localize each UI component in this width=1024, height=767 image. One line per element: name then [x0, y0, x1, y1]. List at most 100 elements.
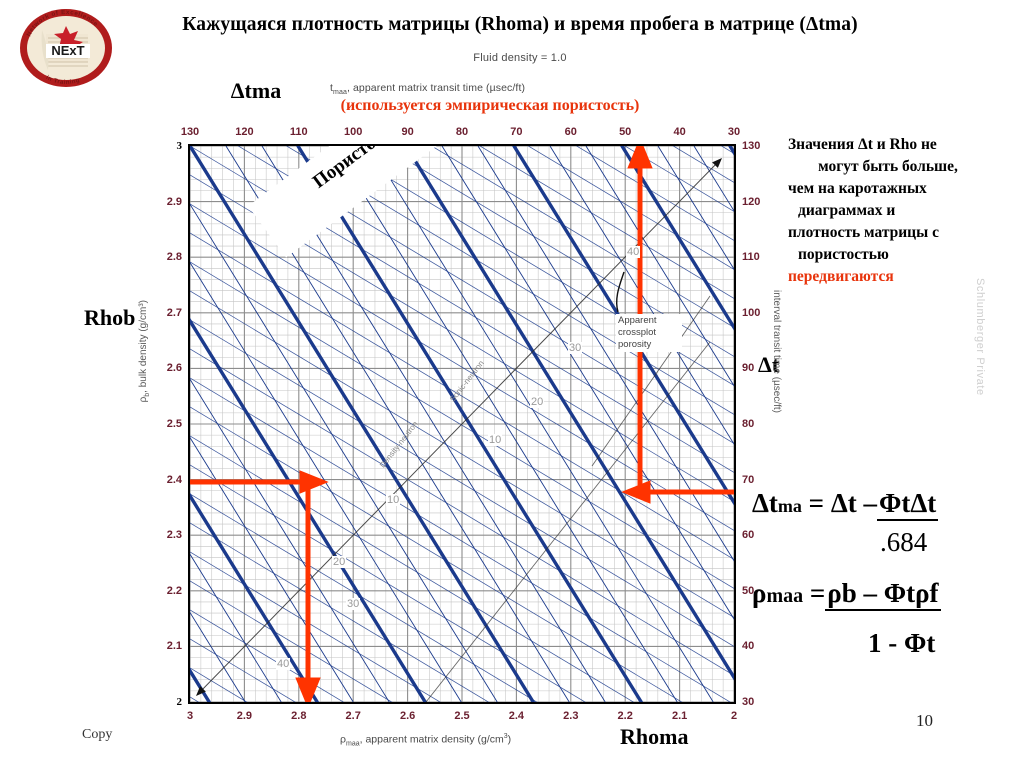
logo-ring-bottom-text: in Training — [45, 75, 81, 86]
top-tick-50: 50 — [619, 126, 632, 138]
svg-text:NExT: NExT — [51, 43, 84, 58]
left-tick-2.9: 2.9 — [166, 195, 182, 208]
bottom-tick-2.2: 2.2 — [617, 710, 633, 722]
dtma-heading: Δtma — [230, 78, 282, 103]
bottom-tick-2.3: 2.3 — [563, 710, 579, 722]
note-line-7: передвигаются — [788, 268, 894, 285]
top-axis-title-prefix: t — [330, 82, 334, 94]
dtma-formula-numerator: ΦtΔt — [876, 488, 939, 521]
empirical-porosity-note: (используется эмпирическая пористость) — [340, 97, 640, 114]
rhomaa-formula-lhs: ρ — [752, 578, 767, 608]
bottom-axis-title-rest: , apparent matrix density (g/cm — [359, 733, 504, 746]
next-logo-graphic: NExT Network of Excellence in Training — [20, 9, 112, 87]
apparent-crossplot-porosity-label: Apparent crossplot porosity — [616, 314, 682, 353]
top-tick-130: 130 — [180, 126, 200, 138]
porosity-label-30-lower: 30 — [346, 598, 361, 610]
construction-arrows — [190, 146, 734, 702]
bottom-axis-title-sub: maa — [345, 740, 360, 748]
right-tick-120: 120 — [742, 195, 761, 208]
top-axis-title: tmaa, apparent matrix transit time (µsec… — [330, 82, 730, 96]
right-tick-50: 50 — [742, 584, 755, 597]
bottom-axis-title: ρmaa, apparent matrix density (g/cm3) — [340, 733, 511, 748]
right-tick-60: 60 — [742, 529, 755, 542]
bottom-axis-title-end: ) — [507, 733, 512, 746]
top-axis-title-rest: , apparent matrix transit time (µsec/ft) — [346, 82, 526, 94]
rhomaa-formula-numerator: ρb – Φtρf — [825, 578, 941, 611]
top-tick-40: 40 — [673, 126, 686, 138]
rhomaa-formula-lhs-sub: maa — [766, 585, 804, 607]
dtma-formula-denominator: .684 — [880, 527, 928, 557]
left-tick-2.3: 2.3 — [166, 529, 182, 542]
top-tick-100: 100 — [344, 126, 363, 138]
dtma-formula-lhs-sub: ma — [777, 496, 802, 516]
note-line-6: пористостью — [798, 246, 889, 263]
crossplot-frame: Пористость для соответствующего каротажа… — [188, 144, 736, 704]
bottom-tick-2.4: 2.4 — [508, 710, 525, 722]
right-tick-30: 30 — [742, 696, 755, 708]
right-tick-80: 80 — [742, 418, 755, 430]
porosity-label-10-upper: 10 — [488, 434, 503, 446]
dt-axis-bold-label: Δt — [758, 352, 780, 377]
note-line-5: плотность матрицы с — [788, 224, 939, 241]
porosity-label-40-lower: 40 — [276, 658, 291, 670]
right-tick-100: 100 — [742, 306, 761, 319]
dtma-formula-lhs: Δt — [752, 488, 778, 518]
left-tick-2.5: 2.5 — [166, 418, 182, 430]
rhob-axis-bold-label: Rhob — [84, 305, 136, 330]
note-line-4: диаграммах и — [798, 202, 896, 219]
bottom-tick-2.5: 2.5 — [454, 710, 470, 722]
crossplot-graphic — [190, 146, 734, 702]
left-axis-title-prefix: ρ — [138, 396, 149, 403]
top-axis-title-sub: maa — [333, 89, 347, 97]
left-tick-2.1: 2.1 — [166, 640, 182, 653]
right-axis-title: interval transit time (µsec/ft) — [771, 290, 782, 414]
bottom-tick-2.8: 2.8 — [291, 710, 307, 722]
next-logo: NExT Network of Excellence in Training — [12, 6, 120, 90]
left-tick-3: 3 — [176, 140, 183, 152]
bottom-tick-2.1: 2.1 — [671, 710, 688, 722]
dtma-formula: Δtma = Δt –ΦtΔt — [752, 488, 939, 521]
bottom-axis-title-prefix: ρ — [340, 733, 346, 746]
top-tick-120: 120 — [235, 126, 254, 138]
top-tick-60: 60 — [564, 126, 577, 138]
rhoma-axis-bold-label: Rhoma — [620, 724, 689, 749]
top-tick-80: 80 — [455, 126, 469, 138]
crossplot-area: Пористость для соответствующего каротажа… — [188, 144, 736, 704]
left-tick-2: 2 — [176, 696, 183, 708]
right-tick-40: 40 — [742, 640, 755, 653]
dtma-formula-minus: – — [863, 488, 877, 518]
bottom-tick-2.6: 2.6 — [399, 710, 416, 722]
note-line-2: могут быть больше, — [818, 158, 958, 175]
left-tick-2.6: 2.6 — [166, 362, 182, 375]
porosity-label-30-upper: 30 — [568, 342, 583, 354]
porosity-net-thin — [190, 146, 734, 702]
bottom-tick-2.7: 2.7 — [345, 710, 361, 722]
porosity-label-40-upper: 40 — [626, 246, 641, 258]
top-tick-30: 30 — [727, 126, 741, 138]
rhomaa-formula: ρmaa =ρb – Φtρf — [752, 578, 941, 611]
dtma-formula-term1: Δt — [830, 488, 857, 518]
dtma-formula-eq: = — [808, 488, 825, 518]
top-tick-110: 110 — [289, 126, 308, 138]
porosity-net-thick — [190, 146, 734, 702]
fluid-density-note: Fluid density = 1.0 — [473, 52, 567, 64]
left-tick-2.2: 2.2 — [166, 584, 182, 597]
note-line-1: Значения Δt и Rho не — [788, 136, 937, 153]
apparent-porosity-leader-line — [615, 271, 625, 313]
left-axis-title-sub: b — [144, 392, 151, 397]
bottom-tick-2.9: 2.9 — [236, 710, 253, 722]
right-tick-70: 70 — [742, 473, 755, 486]
left-tick-2.7: 2.7 — [166, 306, 182, 319]
right-tick-130: 130 — [742, 140, 761, 152]
rhomaa-formula-denominator: 1 - Φt — [868, 628, 936, 658]
copyright-text: Copy — [82, 727, 113, 742]
left-tick-2.8: 2.8 — [166, 251, 182, 264]
note-line-3: чем на каротажных — [788, 180, 927, 197]
bottom-axis-title-sup: 3 — [503, 733, 508, 740]
page-number: 10 — [916, 711, 933, 730]
right-tick-110: 110 — [742, 251, 760, 264]
top-tick-70: 70 — [510, 126, 523, 138]
schlumberger-watermark: Schlumberger Private — [974, 278, 986, 396]
bottom-tick-3: 3 — [186, 710, 194, 722]
